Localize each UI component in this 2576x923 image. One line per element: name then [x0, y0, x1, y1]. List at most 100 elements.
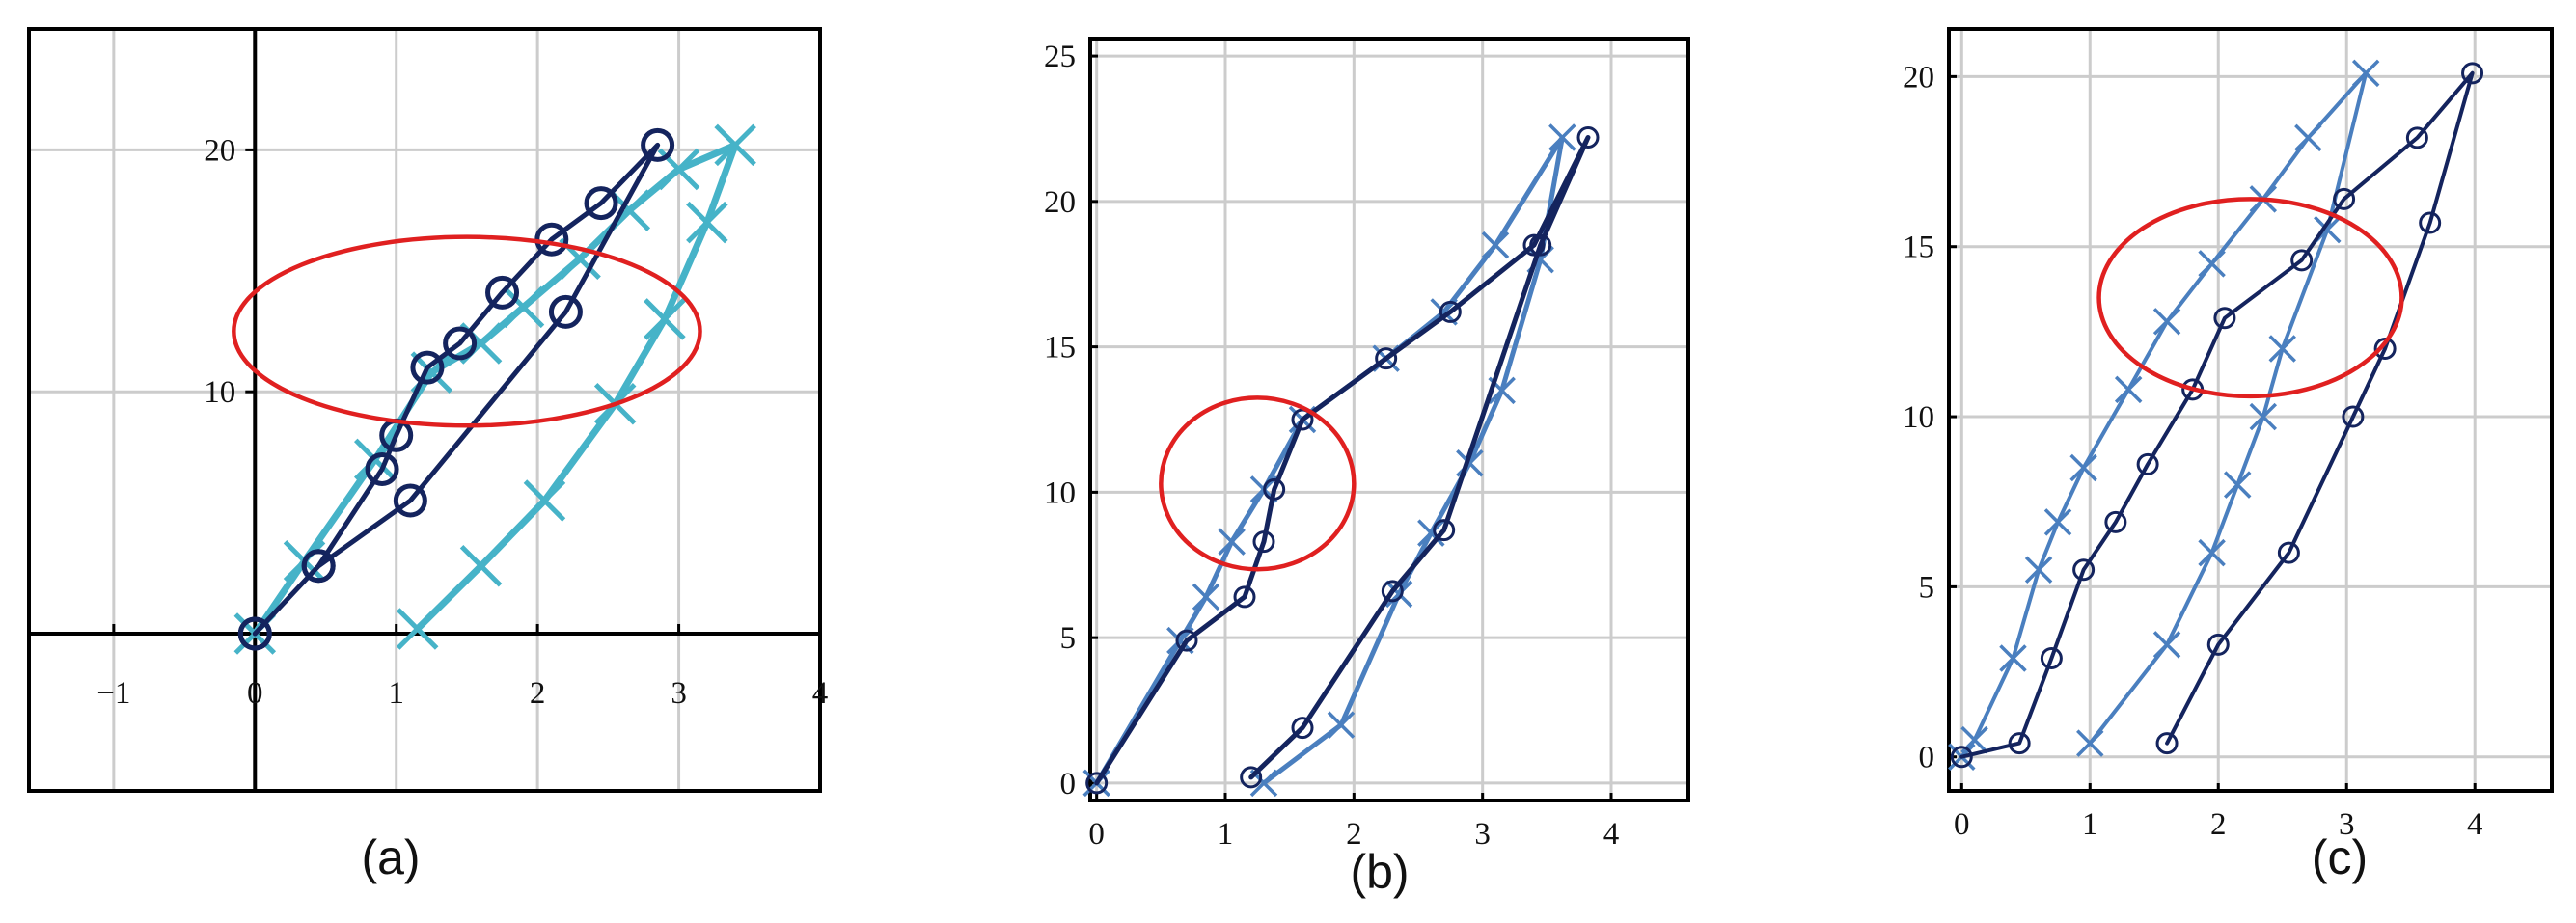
- chart-c-series-0-point-13: [2268, 335, 2296, 363]
- chart-b-series-1-point-0: [1085, 772, 1109, 795]
- chart-b-series-1-point-4: [1263, 477, 1286, 501]
- chart-a-series-1-point-6: [485, 275, 520, 310]
- chart-c-series-0-point-10: [2294, 123, 2322, 152]
- chart-c-series-0-point-14: [2249, 402, 2278, 431]
- chart-c-series-0-line: [1959, 70, 2369, 759]
- chart-b-y-tick-label-5: 25: [1044, 40, 1076, 74]
- chart-c-series-1-point-12: [2419, 211, 2442, 234]
- caption-b: (b): [1350, 845, 1410, 899]
- chart-b-y-tick-label-0: 0: [1060, 767, 1077, 801]
- chart-b-series-1-point-10: [1529, 233, 1552, 257]
- chart-a-x-tick-label-5: 4: [812, 676, 829, 711]
- chart-c-y-tick-label-0: 0: [1919, 741, 1935, 775]
- chart-b-series-0-point-13: [1417, 519, 1445, 547]
- chart-a-series-0-point-14: [459, 544, 503, 587]
- chart-b-x-tick-label-1: 1: [1218, 817, 1234, 852]
- chart-b-series-0-point-14: [1384, 580, 1413, 609]
- chart-c-series-0-point-8: [2198, 250, 2226, 278]
- chart-c-series-1-point-11: [2461, 62, 2484, 85]
- chart-b-series-0-point-9: [1548, 123, 1576, 151]
- chart-c-frame: [1947, 27, 2554, 793]
- chart-a-x-tick-label-4: 3: [671, 676, 687, 711]
- chart-a-series-1-point-13: [237, 616, 272, 651]
- chart-b-series-0-point-2: [1192, 583, 1220, 611]
- chart-a-series-0-point-15: [396, 608, 439, 650]
- chart-b-series-1-point-9: [1576, 126, 1600, 149]
- chart-c-series-1-line: [1959, 70, 2475, 759]
- chart-c-y-tick-label-3: 15: [1903, 231, 1934, 265]
- chart-c-series-1-point-3: [2072, 558, 2096, 582]
- chart-b-series-1-point-1: [1175, 629, 1198, 652]
- chart-a-series-0-point-9: [714, 123, 756, 167]
- chart-a-series-1-point-11: [393, 483, 427, 518]
- chart-b-x-tick-label-2: 2: [1346, 817, 1362, 852]
- chart-b-x-tick-label-0: 0: [1088, 817, 1105, 852]
- chart-c-series-1-point-0: [1950, 746, 1973, 769]
- chart-a-series-1-point-8: [584, 186, 618, 221]
- chart-b-svg: 0 1 2 3 4 0 5 10 15 20 25: [1044, 37, 1690, 852]
- chart-c-series-1-point-17: [2155, 732, 2179, 755]
- chart-b-series-0-point-8: [1481, 231, 1510, 259]
- chart-a-series-0-point-10: [686, 201, 728, 244]
- chart-b-series-1-point-12: [1381, 580, 1404, 603]
- chart-b-y-tick-label-2: 10: [1044, 475, 1076, 510]
- chart-c-series-1-point-9: [2333, 187, 2356, 210]
- chart-b-y-tick-label-4: 20: [1044, 185, 1076, 220]
- chart-c-y-tick-label-1: 5: [1919, 570, 1935, 605]
- chart-a-series-1-point-10: [548, 294, 583, 329]
- chart-c-series-0-point-18: [2076, 729, 2104, 757]
- chart-c-series-0-point-17: [2152, 631, 2181, 659]
- chart-c-series-0-point-15: [2223, 471, 2252, 499]
- chart-b-x-tick-label-4: 4: [1603, 817, 1620, 852]
- chart-b-series-1-point-14: [1240, 766, 1263, 789]
- chart-c-series-0-point-5: [2069, 453, 2097, 482]
- chart-b-series-0-point-15: [1327, 711, 1356, 739]
- chart-b-series-1-point-6: [1375, 347, 1398, 370]
- chart-c-highlight-ellipse: [2096, 197, 2404, 399]
- chart-b-series-1-line: [1094, 135, 1591, 786]
- chart-c-y-tick-label-4: 20: [1903, 60, 1934, 95]
- chart-c-x-tick-label-4: 4: [2467, 807, 2483, 842]
- chart-c-series-1-point-4: [2104, 510, 2127, 533]
- chart-a-x-tick-label-0: −1: [96, 676, 130, 711]
- chart-b-series-0-point-3: [1218, 528, 1246, 556]
- chart-a-series-1-point-12: [301, 549, 336, 584]
- chart-c-series-1-point-1: [2008, 732, 2031, 755]
- chart-c-series-1-point-16: [2206, 633, 2230, 656]
- chart-a-series-0-point-13: [523, 479, 566, 522]
- chart-c-series-0-point-11: [2351, 59, 2380, 88]
- chart-b-series-1-point-13: [1291, 717, 1314, 740]
- caption-c: (c): [2311, 830, 2369, 884]
- chart-a-series-0-point-11: [644, 298, 686, 340]
- chart-c-series-0-point-16: [2198, 538, 2226, 567]
- chart-b-y-tick-label-3: 15: [1044, 331, 1076, 366]
- chart-a-y-tick-label-0: 10: [204, 375, 235, 410]
- chart-c-series-0-point-6: [2114, 375, 2143, 404]
- chart-a-frame: [27, 27, 822, 793]
- chart-c-series-1-point-8: [2290, 249, 2314, 272]
- chart-a-svg: −1 0 1 2 3 4 10 20: [27, 27, 829, 793]
- chart-c-series-1-point-14: [2342, 405, 2365, 428]
- chart-b-highlight-ellipse: [1159, 395, 1357, 572]
- chart-b-series-1-point-2: [1233, 585, 1256, 609]
- chart-b-series-1-point-8: [1522, 233, 1546, 257]
- chart-c-y-tick-label-2: 10: [1903, 400, 1934, 435]
- chart-b-y-tick-label-1: 5: [1060, 621, 1077, 656]
- chart-c-x-tick-label-0: 0: [1954, 807, 1970, 842]
- chart-a-x-tick-label-2: 1: [388, 676, 404, 711]
- chart-c-svg: 0 1 2 3 4 0 5 10 15 20: [1903, 27, 2554, 842]
- chart-c-series-0-point-3: [2024, 556, 2053, 584]
- chart-c-series-0-point-4: [2043, 508, 2072, 536]
- chart-c-x-tick-label-1: 1: [2082, 807, 2098, 842]
- chart-c-series-1-point-7: [2213, 307, 2236, 330]
- chart-b-x-tick-label-3: 3: [1474, 817, 1491, 852]
- chart-c-series-1-point-2: [2040, 646, 2063, 669]
- chart-c-series-1-point-13: [2373, 338, 2397, 361]
- chart-a-series-1-point-9: [641, 127, 675, 162]
- caption-a: (a): [361, 830, 421, 884]
- chart-c-x-tick-label-2: 2: [2210, 807, 2227, 842]
- chart-a-series-1-point-4: [410, 350, 445, 385]
- chart-c-series-1-point-10: [2405, 126, 2428, 149]
- chart-a-highlight-ellipse: [232, 234, 702, 428]
- chart-b-series-1-point-3: [1252, 530, 1275, 554]
